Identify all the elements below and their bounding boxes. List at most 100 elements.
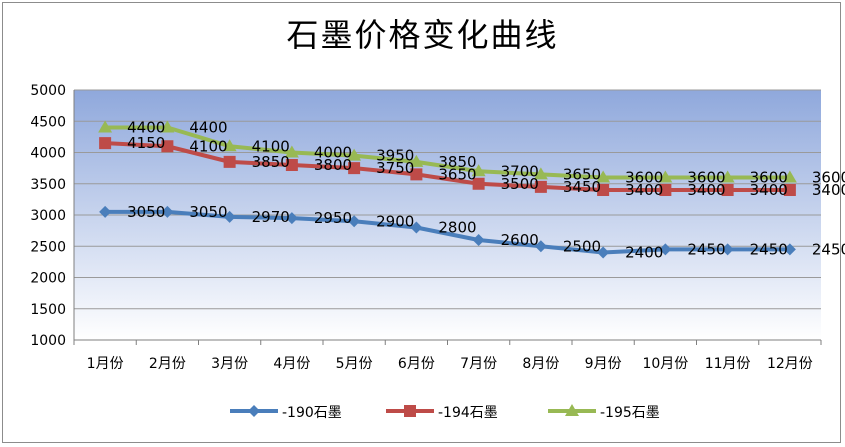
legend-marker	[404, 405, 416, 417]
x-tick-label: 1月份	[87, 356, 124, 372]
x-tick-label: 3月份	[211, 356, 248, 372]
data-label: 3850	[252, 153, 290, 171]
data-point	[348, 215, 361, 228]
data-label: 3800	[314, 156, 352, 174]
data-label: 2400	[625, 244, 663, 262]
data-point	[223, 155, 236, 168]
x-tick-label: 10月份	[642, 356, 688, 372]
data-label: 3450	[563, 178, 601, 196]
y-tick-label: 5000	[30, 83, 66, 99]
data-label: 2900	[376, 212, 414, 230]
data-label: 3050	[189, 203, 227, 221]
legend-marker	[565, 404, 579, 416]
data-point	[471, 164, 486, 177]
data-point	[285, 159, 298, 171]
data-labels: 3050 3050 2970 2950 2900 2800 2600 2500 2400 2450…	[127, 119, 845, 262]
data-label: 3050	[127, 203, 165, 221]
data-label: 4150	[127, 134, 165, 152]
data-point	[533, 167, 548, 180]
data-point	[534, 180, 547, 193]
data-point	[161, 205, 174, 218]
data-label: 3700	[501, 162, 539, 180]
data-point	[596, 170, 611, 183]
data-point	[99, 205, 112, 218]
chart-title: 石墨价格变化曲线	[286, 16, 559, 54]
data-label: 3950	[376, 147, 414, 165]
data-point	[659, 184, 672, 196]
legend-marker	[248, 405, 260, 417]
data-point	[348, 162, 361, 175]
legend-label: -194石墨	[438, 405, 498, 421]
data-point	[98, 120, 113, 133]
data-label: 4100	[252, 137, 290, 155]
data-point	[99, 137, 112, 150]
data-point	[720, 170, 735, 183]
data-label: 3400	[625, 181, 663, 199]
data-label: 2450	[812, 240, 845, 258]
data-point	[782, 170, 797, 183]
data-point	[409, 154, 424, 167]
data-point	[658, 170, 673, 183]
x-tick-label: 4月份	[273, 356, 310, 372]
x-tick-label: 6月份	[398, 356, 435, 372]
y-tick-label: 4500	[30, 114, 66, 130]
series-line	[105, 209, 790, 255]
x-tick-label: 2月份	[149, 356, 186, 372]
axes: 1000 1500 2000 2500 3000 3500 4000 4500 5000 1月份 2…	[30, 83, 822, 372]
data-point	[284, 145, 299, 158]
data-point	[472, 177, 485, 190]
data-point	[285, 212, 298, 225]
x-tick-label: 7月份	[460, 356, 497, 372]
y-tick-label: 3500	[30, 177, 66, 193]
y-tick-label: 1500	[30, 302, 66, 318]
data-point	[223, 210, 236, 223]
y-tick-label: 1000	[30, 333, 66, 349]
data-label: 4400	[127, 119, 165, 137]
x-tick-label: 12月份	[767, 356, 813, 372]
data-label: 3650	[563, 165, 601, 183]
data-point	[597, 246, 610, 259]
data-label: 3500	[501, 175, 539, 193]
series-line	[105, 141, 790, 192]
y-tick-label: 4000	[30, 146, 66, 162]
y-tick-label: 2000	[30, 271, 66, 287]
data-label: 3850	[438, 153, 476, 171]
data-label: 2600	[501, 231, 539, 249]
x-tick-label: 5月份	[336, 356, 373, 372]
data-label: 2500	[563, 237, 601, 255]
data-label: 2950	[314, 209, 352, 227]
legend-label: -190石墨	[282, 405, 342, 421]
data-point	[222, 139, 237, 152]
data-point	[659, 243, 672, 256]
data-label: 3650	[438, 165, 476, 183]
data-label: 2450	[687, 240, 725, 258]
data-label: 3750	[376, 159, 414, 177]
data-point	[472, 234, 485, 246]
data-label: 4100	[189, 137, 227, 155]
data-point	[161, 140, 174, 153]
data-label: 4400	[189, 119, 227, 137]
data-label: 4000	[314, 144, 352, 162]
data-label: 3600	[625, 169, 663, 187]
x-tick-label: 9月份	[585, 356, 622, 372]
data-label: 2450	[750, 240, 788, 258]
data-point	[534, 240, 547, 253]
data-point	[721, 243, 734, 256]
data-label: 3600	[812, 169, 845, 187]
data-point	[160, 120, 175, 133]
data-label: 3400	[687, 181, 725, 199]
legend-label: -195石墨	[600, 405, 660, 421]
data-label: 3400	[750, 181, 788, 199]
data-label: 2970	[252, 208, 290, 226]
y-tick-label: 3000	[30, 208, 66, 224]
data-point	[783, 243, 796, 256]
series-line	[105, 125, 790, 180]
data-point	[410, 168, 423, 181]
data-point	[597, 184, 610, 196]
data-point	[721, 184, 734, 196]
data-label: 3400	[812, 181, 845, 199]
series-layer	[98, 120, 797, 259]
x-tick-label: 8月份	[522, 356, 559, 372]
data-label: 3600	[687, 169, 725, 187]
